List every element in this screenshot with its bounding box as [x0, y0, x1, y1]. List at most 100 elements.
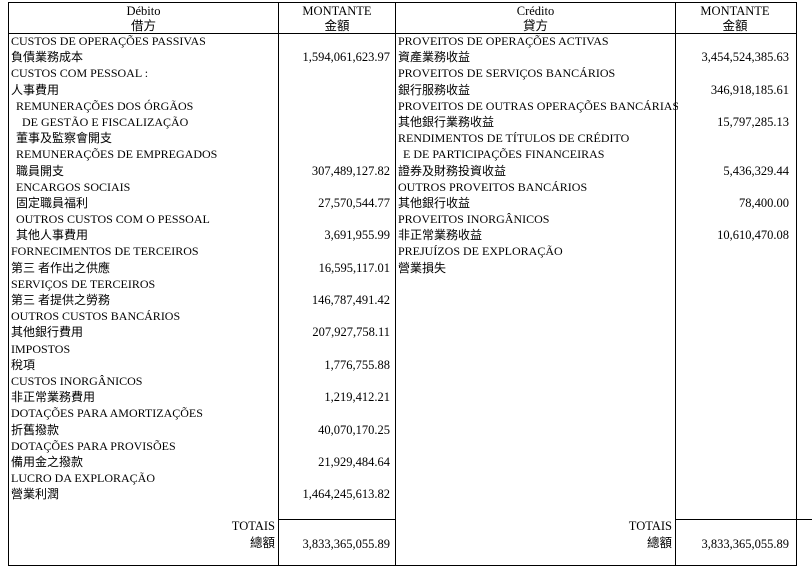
row-label: SERVIÇOS DE TERCEIROS [11, 276, 156, 291]
row-amount [281, 308, 395, 324]
table-row: 營業損失 [396, 260, 794, 276]
header-amount-credit: MONTANTE 金額 [676, 4, 794, 34]
credit-total-rule [675, 519, 812, 520]
table-row: LUCRO DA EXPLORAÇÃO [9, 470, 395, 486]
row-label: PROVEITOS DE OUTRAS OPERAÇÕES BANCÁRIAS [398, 98, 678, 113]
header-credit-pt: Crédito [516, 4, 555, 18]
row-amount: 346,918,185.61 [710, 82, 789, 97]
header-debit: Débito 借方 [9, 4, 278, 34]
row-label: ENCARGOS SOCIAIS [16, 179, 131, 194]
row-label: 營業利潤 [11, 487, 60, 502]
row-label: OUTROS CUSTOS BANCÁRIOS [11, 309, 181, 324]
table-row: PREJUÍZOS DE EXPLORAÇÃO [396, 243, 794, 259]
row-amount: 21,929,484.64 [318, 454, 390, 469]
row-amount [678, 179, 794, 195]
row-label: LUCRO DA EXPLORAÇÃO [11, 471, 156, 486]
row-label: PREJUÍZOS DE EXPLORAÇÃO [398, 244, 563, 259]
row-label: 銀行服務收益 [398, 82, 471, 97]
header-credit-zh: 貸方 [522, 19, 548, 33]
row-amount: 10,610,470.08 [717, 228, 789, 243]
table-row: 資產業務收益 3,454,524,385.63 [396, 49, 794, 65]
row-amount [678, 211, 794, 227]
row-amount [281, 405, 395, 421]
table-row: PROVEITOS DE OPERAÇÕES ACTIVAS [396, 33, 794, 49]
table-row: OUTROS CUSTOS COM O PESSOAL [9, 211, 395, 227]
row-label: CUSTOS INORGÂNICOS [11, 373, 143, 388]
row-label: 第三 者作出之供應 [11, 260, 111, 275]
row-label: OUTROS PROVEITOS BANCÁRIOS [398, 179, 588, 194]
row-label: RENDIMENTOS DE TÍTULOS DE CRÉDITO [398, 131, 630, 146]
header-credit: Crédito 貸方 [396, 4, 675, 34]
row-amount [678, 130, 794, 146]
row-amount [281, 243, 395, 259]
table-row: CUSTOS INORGÂNICOS [9, 373, 395, 389]
row-amount [281, 341, 395, 357]
header-debit-pt: Débito [126, 4, 161, 18]
table-row: 銀行服務收益 346,918,185.61 [396, 82, 794, 98]
row-label: 備用金之撥款 [11, 454, 84, 469]
row-label: PROVEITOS INORGÂNICOS [398, 212, 550, 227]
table-row: 固定職員福利 27,570,544.77 [9, 195, 395, 211]
table-row: REMUNERAÇÕES DOS ÓRGÃOS [9, 98, 395, 114]
debit-total-rule [278, 519, 395, 520]
row-amount [286, 130, 395, 146]
row-amount [678, 98, 794, 114]
debit-rows: CUSTOS DE OPERAÇÕES PASSIVAS 負債業務成本 1,594,… [9, 33, 395, 502]
credit-total-label-zh: 總額 [646, 536, 672, 550]
row-label: DOTAÇÕES PARA PROVISÕES [11, 438, 176, 453]
row-amount [678, 65, 794, 81]
table-row: 稅項 1,776,755.88 [9, 357, 395, 373]
row-label: 負債業務成本 [11, 50, 84, 65]
table-row: 職員開支 307,489,127.82 [9, 163, 395, 179]
row-amount: 3,691,955.99 [324, 228, 390, 243]
row-label: FORNECIMENTOS DE TERCEIROS [11, 244, 199, 259]
table-row: 第三 者作出之供應 16,595,117.01 [9, 260, 395, 276]
row-amount: 1,776,755.88 [324, 357, 390, 372]
row-label: PROVEITOS DE SERVIÇOS BANCÁRIOS [398, 66, 616, 81]
table-row: 負債業務成本 1,594,061,623.97 [9, 49, 395, 65]
row-label: 非正常業務收益 [398, 228, 483, 243]
row-label: 人事費用 [11, 82, 60, 97]
table-row: ENCARGOS SOCIAIS [9, 179, 395, 195]
row-amount [678, 243, 794, 259]
row-label: 稅項 [11, 357, 36, 372]
credit-total-label: TOTAIS 總額 [396, 518, 672, 552]
table-row: RENDIMENTOS DE TÍTULOS DE CRÉDITO [396, 130, 794, 146]
credit-total-value: 3,833,365,055.89 [701, 537, 790, 551]
row-label: CUSTOS DE OPERAÇÕES PASSIVAS [11, 34, 206, 48]
row-label: IMPOSTOS [11, 341, 71, 356]
row-amount [286, 146, 395, 162]
table-row: PROVEITOS INORGÂNICOS [396, 211, 794, 227]
row-amount: 15,797,285.13 [717, 114, 789, 129]
row-amount [678, 260, 794, 276]
row-label: DOTAÇÕES PARA AMORTIZAÇÕES [11, 406, 203, 421]
table-row: 非正常業務費用 1,219,412.21 [9, 389, 395, 405]
table-row: CUSTOS DE OPERAÇÕES PASSIVAS [9, 33, 395, 49]
row-amount: 1,219,412.21 [324, 390, 390, 405]
debit-total-label-zh: 總額 [249, 536, 275, 550]
credit-total-label-pt: TOTAIS [628, 519, 672, 533]
table-row: PROVEITOS DE OUTRAS OPERAÇÕES BANCÁRIAS [396, 98, 794, 114]
table-row: 董事及監察會開支 [9, 130, 395, 146]
row-label: 證券及財務投資收益 [398, 163, 507, 178]
row-amount: 1,464,245,613.82 [302, 487, 391, 502]
row-amount [281, 65, 395, 81]
row-label: 其他銀行收益 [398, 195, 471, 210]
column-divider-credit-amount [675, 3, 676, 565]
table-row: PROVEITOS DE SERVIÇOS BANCÁRIOS [396, 65, 794, 81]
row-amount [281, 470, 395, 486]
row-label: REMUNERAÇÕES DE EMPREGADOS [16, 147, 218, 162]
row-amount: 27,570,544.77 [318, 195, 390, 210]
row-label: CUSTOS COM PESSOAL : [11, 66, 149, 81]
table-row: 證券及財務投資收益 5,436,329.44 [396, 163, 794, 179]
row-label: E DE PARTICIPAÇÕES FINANCEIRAS [403, 147, 605, 162]
row-amount [281, 82, 395, 98]
table-row: CUSTOS COM PESSOAL : [9, 65, 395, 81]
row-amount [286, 98, 395, 114]
row-amount: 78,400.00 [739, 195, 789, 210]
header-amount-debit: MONTANTE 金額 [279, 4, 395, 34]
row-amount [286, 211, 395, 227]
row-amount: 16,595,117.01 [318, 260, 390, 275]
row-label: OUTROS CUSTOS COM O PESSOAL [16, 212, 210, 227]
row-label: 職員開支 [16, 163, 65, 178]
